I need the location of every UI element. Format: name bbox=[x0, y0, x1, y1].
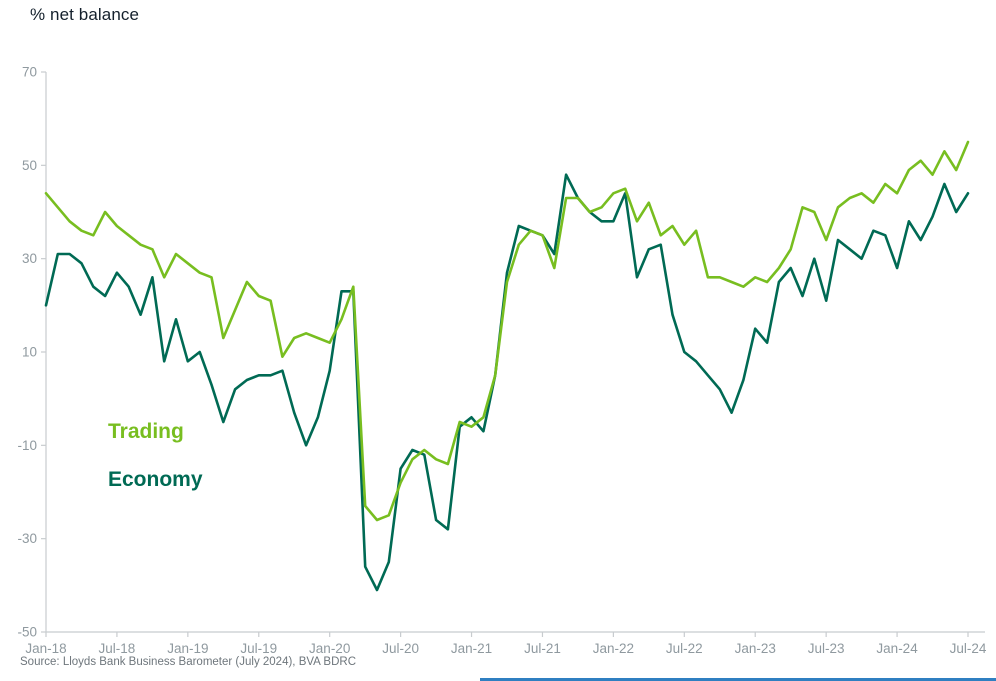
trading-series-line bbox=[44, 140, 970, 522]
y-axis-tick-label: 70 bbox=[22, 65, 37, 80]
footer-accent-line bbox=[480, 678, 996, 681]
legend-trading-label: Trading bbox=[108, 420, 184, 443]
y-axis-tick-label: -30 bbox=[17, 531, 37, 546]
x-axis-tick-label: Jan-19 bbox=[167, 641, 208, 656]
x-axis-tick-label: Jan-23 bbox=[735, 641, 776, 656]
legend-economy-label: Economy bbox=[108, 468, 203, 491]
y-axis-tick-label: -50 bbox=[17, 625, 37, 640]
x-axis-tick-label: Jan-18 bbox=[25, 641, 66, 656]
chart-title: % net balance bbox=[30, 5, 140, 24]
x-axis-tick-label: Jan-21 bbox=[451, 641, 492, 656]
source-attribution: Source: Lloyds Bank Business Barometer (… bbox=[20, 656, 356, 668]
x-axis-tick-label: Jul-24 bbox=[950, 641, 987, 656]
x-axis-tick-label: Jul-18 bbox=[99, 641, 136, 656]
y-axis-tick-label: 30 bbox=[22, 251, 37, 266]
y-axis-tick-label: -10 bbox=[17, 438, 37, 453]
x-axis-tick-label: Jan-20 bbox=[309, 641, 350, 656]
y-axis-tick-label: 10 bbox=[22, 345, 37, 360]
x-axis-tick-label: Jul-19 bbox=[240, 641, 277, 656]
x-axis-tick-label: Jan-22 bbox=[593, 641, 634, 656]
y-axis-tick-label: 50 bbox=[22, 158, 37, 173]
x-axis-tick-label: Jul-23 bbox=[808, 641, 845, 656]
economy-series-line bbox=[44, 173, 970, 592]
x-axis-tick-label: Jul-22 bbox=[666, 641, 703, 656]
chart-legend: Trading Economy bbox=[108, 421, 203, 517]
x-axis-tick-label: Jan-24 bbox=[876, 641, 918, 656]
axis-lines bbox=[45, 72, 985, 633]
x-axis-tick-label: Jul-20 bbox=[382, 641, 419, 656]
x-axis-tick-label: Jul-21 bbox=[524, 641, 561, 656]
